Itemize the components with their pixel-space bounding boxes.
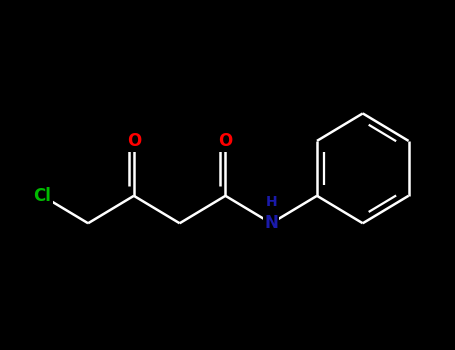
Text: N: N: [264, 214, 278, 232]
Text: O: O: [127, 132, 141, 150]
Text: Cl: Cl: [33, 187, 51, 205]
Text: H: H: [265, 195, 277, 209]
Text: O: O: [218, 132, 233, 150]
